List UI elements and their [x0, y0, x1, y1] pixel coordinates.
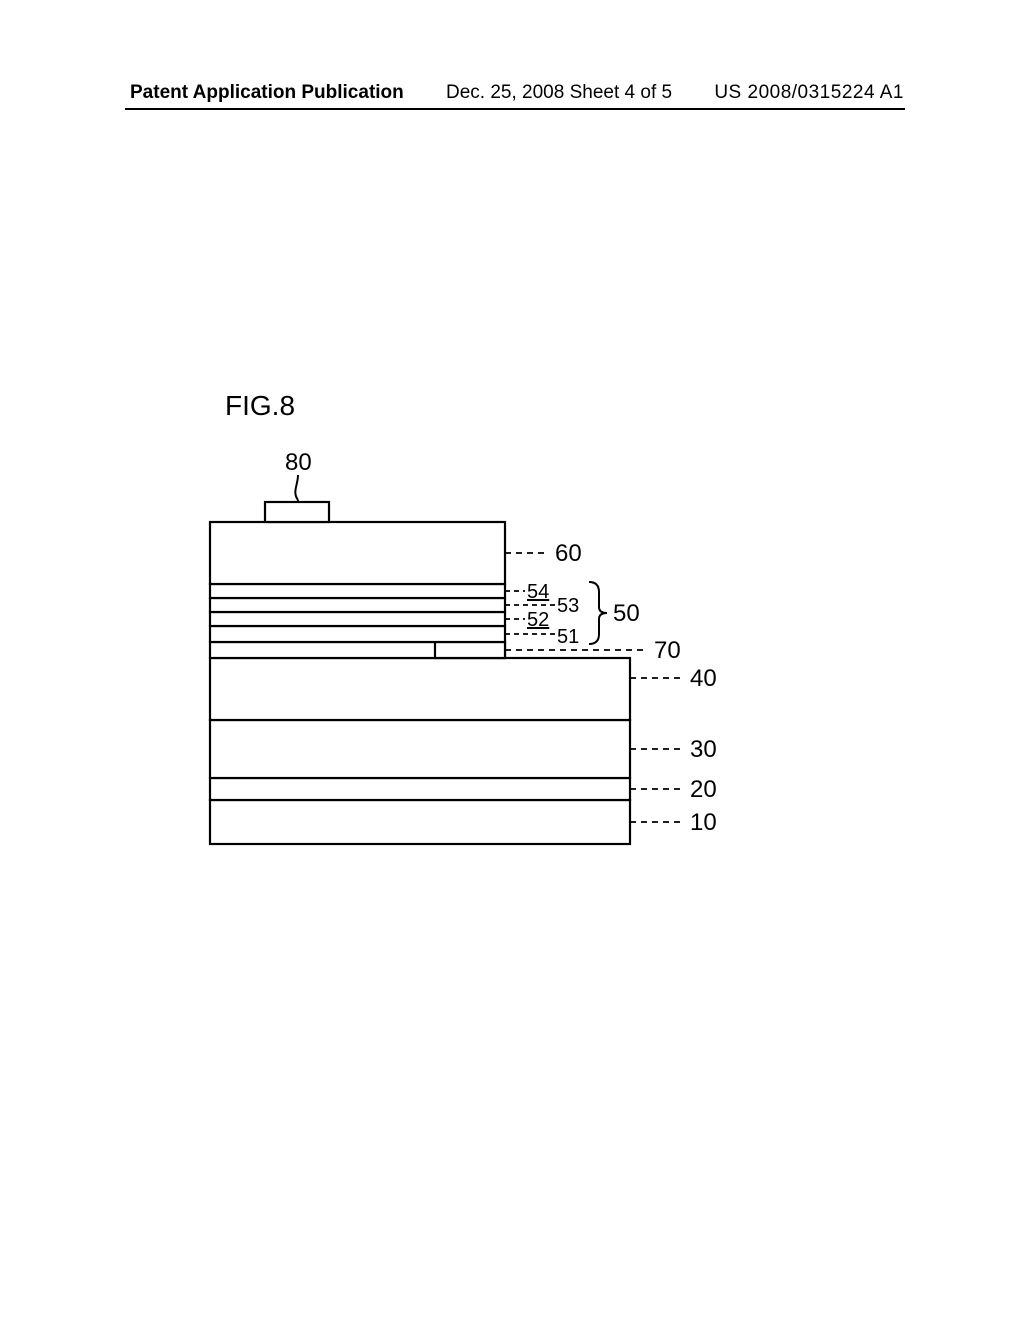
label-20: 20	[690, 776, 717, 803]
label-51: 51	[557, 626, 579, 648]
label-10: 10	[690, 809, 717, 836]
label-60: 60	[555, 540, 582, 567]
label-50: 50	[613, 600, 640, 627]
label-54: 54	[527, 581, 549, 603]
layer-40	[210, 658, 630, 720]
label-80: 80	[285, 449, 312, 476]
layer-51	[210, 626, 505, 642]
page-header: Patent Application Publication Dec. 25, …	[0, 82, 1024, 104]
layer-54	[210, 584, 505, 598]
header-mid: Dec. 25, 2008 Sheet 4 of 5	[446, 82, 672, 104]
header-rule	[125, 108, 905, 110]
layer-10	[210, 800, 630, 844]
label-40: 40	[690, 665, 717, 692]
layer-20	[210, 778, 630, 800]
layer-52	[210, 612, 505, 626]
header-left: Patent Application Publication	[130, 82, 404, 104]
label-30: 30	[690, 736, 717, 763]
layer-53	[210, 598, 505, 612]
layer-80	[265, 502, 329, 522]
figure-8-diagram: 80 60 54 52 53 51 50 70 40 30 20 10	[150, 430, 850, 890]
label-52: 52	[527, 609, 549, 631]
label-70: 70	[654, 637, 681, 664]
layer-30	[210, 720, 630, 778]
label-53: 53	[557, 595, 579, 617]
figure-label: FIG.8	[225, 390, 295, 422]
layer-70	[435, 642, 505, 658]
header-right: US 2008/0315224 A1	[714, 82, 904, 104]
layer-60	[210, 522, 505, 584]
